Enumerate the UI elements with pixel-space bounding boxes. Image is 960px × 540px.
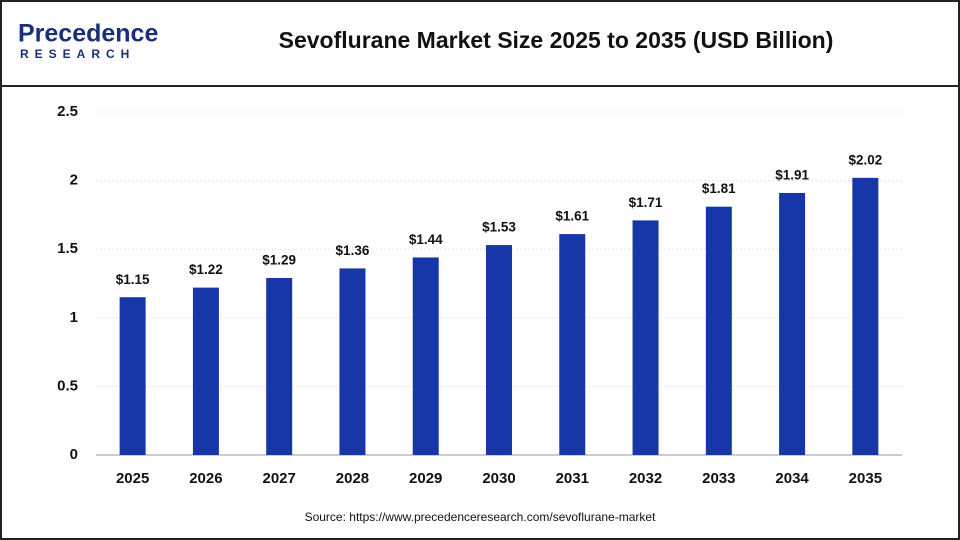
x-tick-label: 2030 — [482, 470, 515, 487]
logo-name: Precedence — [18, 20, 158, 48]
y-tick-label: 2 — [70, 172, 78, 189]
chart-title: Sevoflurane Market Size 2025 to 2035 (US… — [279, 27, 834, 53]
data-label: $1.44 — [409, 232, 443, 247]
bar — [339, 268, 366, 455]
y-tick-label: 0 — [70, 446, 78, 463]
x-tick-label: 2031 — [556, 470, 589, 487]
source: Source: https://www.precedenceresearch.c… — [305, 510, 656, 524]
bar — [412, 257, 439, 455]
x-tick-label: 2029 — [409, 470, 442, 487]
y-tick-label: 2.5 — [57, 103, 78, 120]
data-label: $1.53 — [482, 220, 516, 235]
data-label: $1.81 — [702, 181, 736, 196]
y-tick-label: 1 — [70, 309, 78, 326]
bar — [119, 297, 146, 455]
data-label: $1.91 — [775, 168, 809, 183]
x-tick-label: 2025 — [116, 470, 149, 487]
data-label: $1.36 — [336, 243, 370, 258]
bar — [632, 220, 659, 455]
x-tick-label: 2033 — [702, 470, 735, 487]
data-label: $1.15 — [116, 272, 150, 287]
bar — [779, 192, 806, 455]
data-label: $1.22 — [189, 262, 223, 277]
bar — [486, 245, 512, 455]
x-tick-label: 2028 — [336, 470, 369, 487]
y-tick-label: 0.5 — [57, 377, 78, 394]
data-label: $1.61 — [555, 209, 589, 224]
x-tick-label: 2032 — [629, 470, 662, 487]
bar — [705, 206, 732, 455]
y-tick-label: 1.5 — [57, 240, 78, 257]
data-label: $1.29 — [262, 253, 296, 268]
data-label: $2.02 — [848, 152, 882, 167]
x-tick-label: 2035 — [849, 470, 882, 487]
bar — [266, 278, 293, 455]
bar — [559, 234, 586, 455]
x-tick-label: 2026 — [189, 470, 222, 487]
x-tick-label: 2034 — [775, 470, 809, 487]
bar — [852, 177, 879, 455]
bar — [192, 287, 219, 455]
logo-sub: RESEARCH — [20, 47, 135, 61]
data-label: $1.71 — [629, 195, 663, 210]
x-tick-label: 2027 — [262, 470, 295, 487]
